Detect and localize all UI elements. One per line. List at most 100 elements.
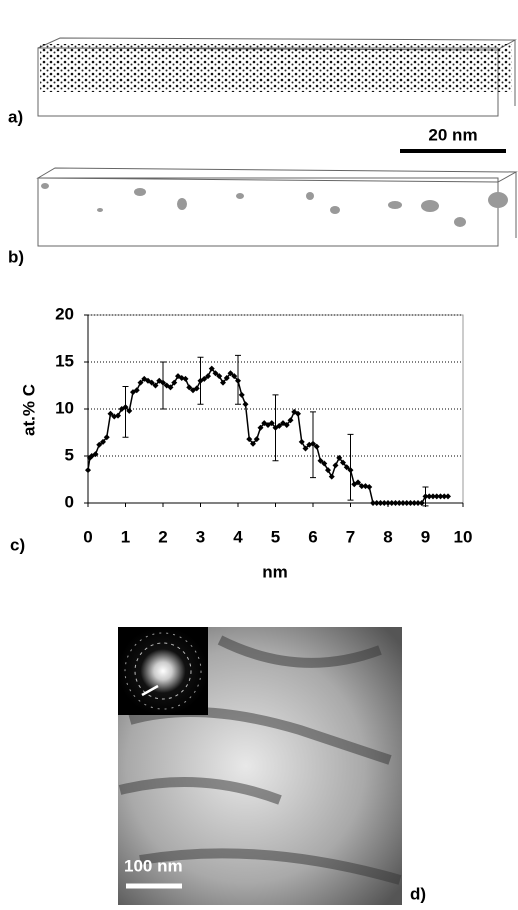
marker: [355, 479, 361, 486]
marker: [445, 493, 451, 500]
marker: [313, 443, 320, 450]
marker: [148, 379, 155, 386]
marker: [328, 473, 335, 480]
marker: [201, 375, 208, 382]
y-tick-label: 0: [65, 492, 74, 511]
tem-image: [118, 627, 402, 905]
marker: [182, 375, 189, 382]
marker: [242, 401, 249, 408]
error-bar: [310, 411, 316, 479]
marker: [415, 500, 421, 506]
marker: [250, 440, 256, 447]
x-tick-label: 1: [121, 527, 130, 546]
marker: [167, 384, 174, 391]
marker: [407, 500, 414, 506]
x-tick-label: 7: [346, 527, 355, 546]
error-bar: [197, 356, 204, 405]
marker: [223, 374, 230, 381]
marker: [437, 493, 444, 500]
data-line: [87, 367, 448, 504]
marker: [388, 500, 395, 506]
marker: [115, 412, 121, 419]
marker: [85, 467, 91, 474]
error-bar: [235, 354, 241, 405]
y-tick-label: 20: [55, 304, 74, 323]
marker: [96, 441, 103, 448]
x-axis-label: nm: [262, 562, 288, 581]
marker: [426, 493, 433, 500]
marker: [340, 459, 346, 466]
marker: [283, 421, 290, 428]
y-axis-label: at.% C: [19, 384, 38, 436]
error-bar: [347, 433, 354, 501]
marker: [336, 454, 343, 461]
marker: [186, 384, 193, 391]
panel-label: b): [8, 247, 24, 266]
marker: [392, 500, 399, 506]
y-tick-label: 15: [55, 351, 74, 370]
marker: [381, 500, 388, 506]
x-tick-label: 5: [271, 527, 280, 546]
marker: [208, 365, 215, 372]
x-tick-label: 2: [158, 527, 167, 546]
y-tick-label: 10: [55, 398, 74, 417]
marker: [216, 373, 223, 380]
marker: [302, 445, 309, 452]
marker: [257, 424, 264, 431]
marker: [298, 438, 305, 445]
y-tick-label: 5: [65, 445, 74, 464]
marker: [220, 379, 226, 386]
error-bar: [122, 385, 129, 438]
marker: [418, 500, 425, 506]
error-bar: [422, 486, 429, 507]
x-tick-label: 0: [83, 527, 92, 546]
marker: [343, 464, 350, 471]
marker: [246, 436, 253, 443]
error-bar: [160, 361, 166, 410]
marker: [377, 500, 384, 506]
marker: [238, 391, 245, 398]
marker: [103, 434, 110, 441]
x-tick-label: 6: [308, 527, 317, 546]
x-tick-label: 3: [196, 527, 205, 546]
atom-map-b: [36, 167, 518, 247]
marker: [287, 417, 294, 424]
marker: [276, 422, 283, 429]
chart: 0 5 10 15 20 0 1 2 3 4 5 6 7 8 9 10: [55, 304, 472, 546]
marker: [268, 420, 275, 427]
scale-label: 20 nm: [428, 125, 477, 144]
marker: [152, 382, 159, 389]
marker: [231, 373, 238, 380]
x-tick-label: 10: [454, 527, 473, 546]
marker: [433, 493, 440, 500]
marker: [366, 484, 373, 491]
marker: [193, 385, 200, 392]
marker: [126, 407, 133, 414]
panel-label: c): [10, 535, 25, 554]
marker: [358, 483, 365, 490]
marker: [92, 451, 99, 458]
marker: [212, 370, 219, 377]
marker: [133, 387, 140, 394]
marker: [373, 500, 380, 506]
marker: [385, 500, 391, 506]
marker: [396, 500, 403, 506]
panel-label: a): [8, 107, 23, 126]
marker: [100, 438, 106, 445]
marker: [171, 379, 178, 386]
marker: [370, 500, 376, 506]
atom-map-a: [37, 37, 517, 117]
x-tick-label: 4: [233, 527, 243, 546]
x-tick-label: 9: [421, 527, 430, 546]
marker: [137, 379, 144, 386]
marker: [441, 493, 448, 500]
x-tick-label: 8: [383, 527, 392, 546]
panel-label: d): [410, 884, 426, 903]
marker: [321, 460, 328, 467]
marker: [317, 457, 324, 464]
marker: [430, 493, 436, 500]
marker: [107, 410, 114, 417]
marker: [295, 410, 301, 417]
marker: [332, 462, 339, 469]
